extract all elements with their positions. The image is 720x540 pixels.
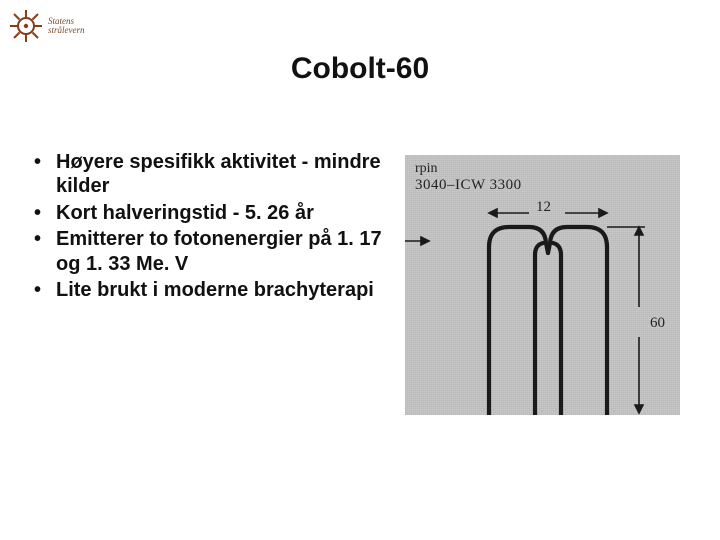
slide: Statens strålevern Cobolt-60 Høyere spes… xyxy=(0,0,720,540)
org-name-line2: strålevern xyxy=(48,26,85,35)
bullet-item: Kort halveringstid - 5. 26 år xyxy=(30,201,400,225)
bullet-list-container: Høyere spesifikk aktivitet - mindre kild… xyxy=(30,150,400,304)
org-name: Statens strålevern xyxy=(48,17,85,36)
hairpin-svg xyxy=(405,155,680,415)
dimension-height-icon xyxy=(607,227,645,413)
hairpin-icon xyxy=(489,227,607,415)
bullet-item: Lite brukt i moderne brachyterapi xyxy=(30,278,400,302)
sun-wheel-icon xyxy=(8,8,44,44)
hairpin-figure: rpin 3040–ICW 3300 12 60 xyxy=(405,155,680,415)
org-logo: Statens strålevern xyxy=(8,8,85,44)
bullet-item: Emitterer to fotonenergier på 1. 17 og 1… xyxy=(30,227,400,276)
bullet-list: Høyere spesifikk aktivitet - mindre kild… xyxy=(30,150,400,302)
lead-arrow-icon xyxy=(405,237,429,245)
dimension-width-icon xyxy=(489,209,607,217)
slide-title: Cobolt-60 xyxy=(0,52,720,86)
bullet-item: Høyere spesifikk aktivitet - mindre kild… xyxy=(30,150,400,199)
